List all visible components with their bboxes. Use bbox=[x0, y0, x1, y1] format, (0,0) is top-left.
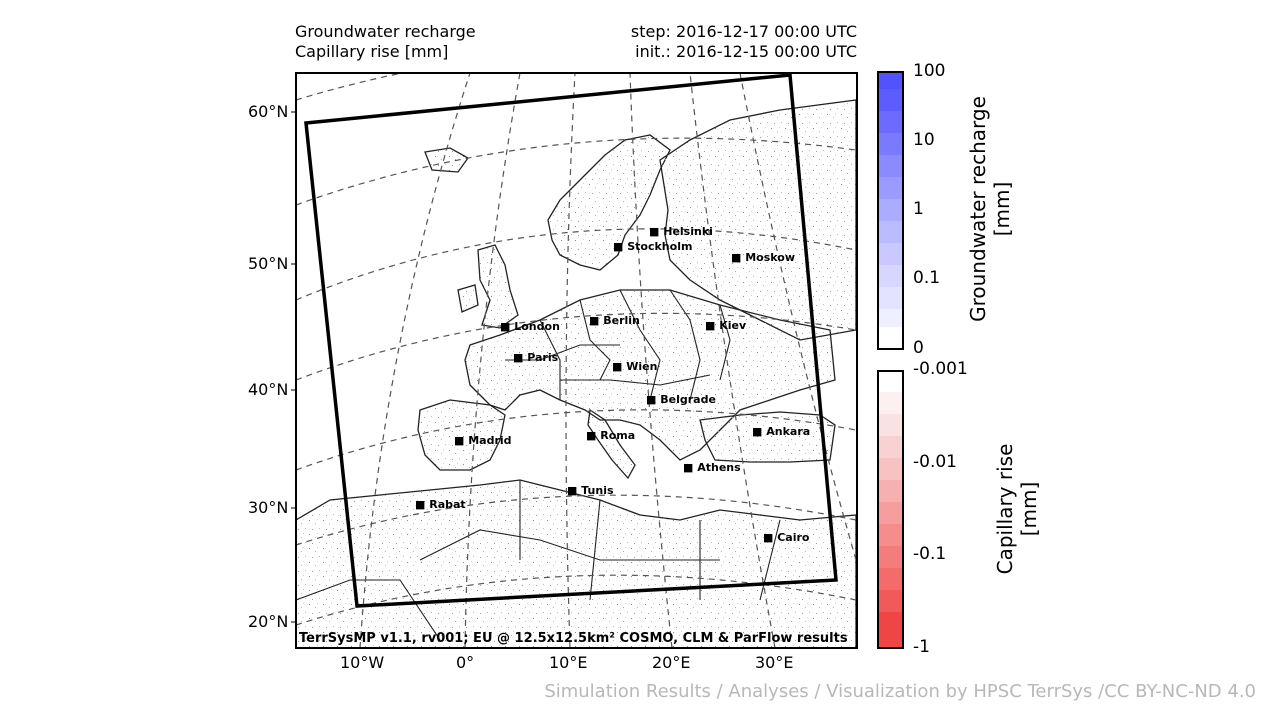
city-athens: ■ Athens bbox=[683, 461, 741, 474]
title-line-2: Capillary rise [mm] bbox=[295, 42, 449, 61]
city-madrid: ■ Madrid bbox=[454, 434, 512, 447]
city-kiev: ■ Kiev bbox=[705, 319, 747, 332]
capillary-colorbar bbox=[877, 370, 904, 649]
map-frame bbox=[295, 72, 858, 649]
city-rabat: ■ Rabat bbox=[415, 498, 466, 511]
city-tunis: ■ Tunis bbox=[567, 484, 614, 497]
lon-label-30e: 30°E bbox=[755, 653, 794, 672]
capillary-tick-0-001: -0.001 bbox=[913, 359, 968, 379]
city-wien: ■ Wien bbox=[612, 360, 658, 373]
city-roma: ■ Roma bbox=[586, 429, 636, 442]
model-domain-outline bbox=[304, 73, 838, 608]
init-time: init.: 2016-12-15 00:00 UTC bbox=[635, 42, 857, 61]
land-areas bbox=[296, 99, 857, 648]
country-borders bbox=[296, 289, 781, 641]
recharge-tick-0-1: 0.1 bbox=[913, 268, 941, 288]
title-line-1: Groundwater recharge bbox=[295, 22, 476, 41]
lat-label-40n: 40°N bbox=[248, 380, 289, 399]
city-berlin: ■ Berlin bbox=[589, 314, 640, 327]
capillary-tick-0-1: -0.1 bbox=[913, 544, 947, 564]
city-moskow: ■ Moskow bbox=[731, 251, 796, 264]
recharge-tick-0: 0 bbox=[913, 338, 924, 358]
lat-label-20n: 20°N bbox=[248, 612, 289, 631]
capillary-tick-1: -1 bbox=[913, 637, 930, 657]
city-stockholm: ■ Stockholm bbox=[613, 240, 693, 253]
lon-label-20e: 20°E bbox=[652, 653, 691, 672]
city-london: ■ London bbox=[500, 320, 560, 333]
recharge-colorbar-label: Groundwater recharge [mm] bbox=[966, 96, 1014, 322]
city-cairo: ■ Cairo bbox=[763, 531, 810, 544]
lon-label-10w: 10°W bbox=[340, 653, 385, 672]
lat-label-30n: 30°N bbox=[248, 498, 289, 517]
lon-label-0: 0° bbox=[456, 653, 475, 672]
lat-label-50n: 50°N bbox=[248, 254, 289, 273]
recharge-tick-1: 1 bbox=[913, 199, 924, 219]
city-ankara: ■ Ankara bbox=[752, 425, 811, 438]
capillary-colorbar-label: Capillary rise [mm] bbox=[993, 443, 1041, 575]
capillary-tick-0-01: -0.01 bbox=[913, 452, 957, 472]
lon-label-10e: 10°E bbox=[549, 653, 588, 672]
city-belgrade: ■ Belgrade bbox=[646, 393, 716, 406]
city-paris: ■ Paris bbox=[513, 351, 559, 364]
city-helsinki: ■ Helsinki bbox=[649, 225, 713, 238]
attribution-footer: Simulation Results / Analyses / Visualiz… bbox=[544, 681, 1256, 702]
recharge-tick-10: 10 bbox=[913, 130, 935, 150]
lat-label-60n: 60°N bbox=[248, 102, 289, 121]
recharge-tick-100: 100 bbox=[913, 61, 946, 81]
recharge-colorbar bbox=[877, 71, 904, 350]
forecast-step: step: 2016-12-17 00:00 UTC bbox=[630, 22, 857, 41]
graticule bbox=[296, 73, 857, 648]
model-credit: TerrSysMP v1.1, rv001; EU @ 12.5x12.5km²… bbox=[299, 631, 848, 646]
